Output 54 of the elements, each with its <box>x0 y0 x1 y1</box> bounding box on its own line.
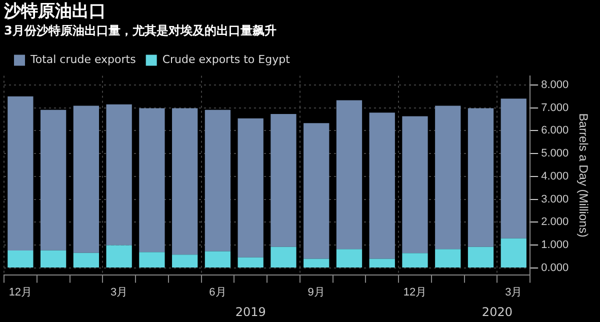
bar <box>435 249 461 268</box>
bar <box>238 257 264 268</box>
x-tick-label: 12月 <box>403 286 427 298</box>
bar <box>40 110 66 250</box>
bar <box>304 123 330 259</box>
bar <box>500 98 526 238</box>
chart-title: 沙特原油出口 <box>3 2 106 22</box>
legend-label: Crude exports to Egypt <box>162 53 291 66</box>
x-tick-label: 3月 <box>505 286 522 298</box>
x-tick-label: 9月 <box>308 286 325 298</box>
bar <box>304 258 330 268</box>
bar <box>172 254 198 268</box>
bar <box>402 253 428 268</box>
text: 2020 <box>482 304 512 319</box>
x-tick-label: 12月 <box>8 286 32 298</box>
bar <box>238 118 264 258</box>
y-tick-label: 1.000 <box>541 239 569 252</box>
bar <box>139 108 165 252</box>
bar <box>204 110 231 252</box>
bar <box>369 112 395 259</box>
y-tick-label: 8.000 <box>541 78 569 91</box>
bar <box>500 238 526 268</box>
bar <box>270 114 296 247</box>
bar <box>139 252 165 268</box>
y-tick-label: 7.000 <box>541 102 569 114</box>
bar <box>172 108 198 255</box>
bar <box>468 108 494 247</box>
bar <box>336 100 362 250</box>
bar <box>73 106 100 253</box>
bar <box>402 116 428 254</box>
y-tick-label: 3.000 <box>541 193 569 206</box>
y-tick-label: 6.000 <box>541 124 569 137</box>
bar <box>73 252 100 268</box>
bar <box>8 96 34 251</box>
y-tick-label: 0.000 <box>541 262 569 274</box>
text: 2019 <box>235 304 266 319</box>
bar <box>106 104 132 246</box>
legend-label: Total crude exports <box>30 53 136 66</box>
x-tick-label: 3月 <box>110 286 128 298</box>
bar <box>8 250 34 268</box>
bar <box>468 246 494 268</box>
bar <box>336 249 362 268</box>
y-axis-title: Barrels a Day (Millions) <box>576 113 590 238</box>
y-tick-label: 2.000 <box>541 216 569 228</box>
bar <box>106 245 132 268</box>
bar <box>369 258 395 268</box>
y-tick-label: 4.000 <box>541 170 569 182</box>
chart-subtitle: 3月份沙特原油出口量，尤其是对埃及的出口量飙升 <box>4 24 276 38</box>
bar <box>204 251 231 268</box>
bar <box>435 106 461 250</box>
y-tick-label: 5.000 <box>541 148 569 160</box>
bar <box>40 250 66 268</box>
x-tick-label: 6月 <box>209 286 226 298</box>
bar <box>270 246 296 268</box>
